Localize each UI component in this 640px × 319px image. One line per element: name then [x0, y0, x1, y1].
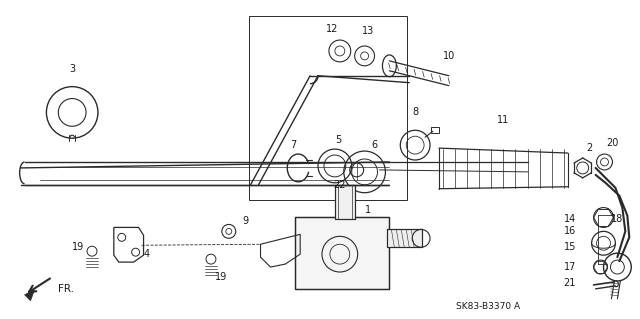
Bar — [335, 185, 355, 219]
Text: 19: 19 — [215, 272, 227, 282]
Text: 3: 3 — [69, 64, 76, 74]
Text: 4: 4 — [143, 249, 150, 259]
Text: 2: 2 — [586, 143, 593, 153]
Text: 15: 15 — [564, 242, 576, 252]
Text: SK83-B3370 A: SK83-B3370 A — [456, 302, 520, 311]
Text: 7: 7 — [290, 140, 296, 150]
Polygon shape — [24, 290, 35, 301]
Text: 1: 1 — [365, 204, 371, 215]
Text: 6: 6 — [371, 140, 378, 150]
Text: 22: 22 — [333, 180, 346, 190]
Text: 8: 8 — [412, 108, 418, 117]
Text: 21: 21 — [564, 278, 576, 288]
Text: 11: 11 — [497, 115, 509, 125]
Text: 5: 5 — [335, 135, 341, 145]
Bar — [387, 229, 422, 247]
Bar — [335, 185, 355, 219]
Text: 13: 13 — [362, 26, 374, 36]
Bar — [431, 127, 439, 133]
Bar — [248, 16, 407, 200]
Text: 14: 14 — [564, 214, 576, 225]
Text: 10: 10 — [443, 51, 455, 61]
Text: FR.: FR. — [58, 284, 74, 294]
Text: 16: 16 — [564, 226, 576, 236]
Text: 20: 20 — [606, 138, 619, 148]
Text: 9: 9 — [243, 217, 249, 226]
Text: 18: 18 — [611, 214, 623, 225]
Bar — [387, 229, 422, 247]
Polygon shape — [295, 218, 389, 289]
Text: 17: 17 — [564, 262, 576, 272]
Text: 19: 19 — [72, 242, 84, 252]
Text: 12: 12 — [326, 24, 338, 34]
